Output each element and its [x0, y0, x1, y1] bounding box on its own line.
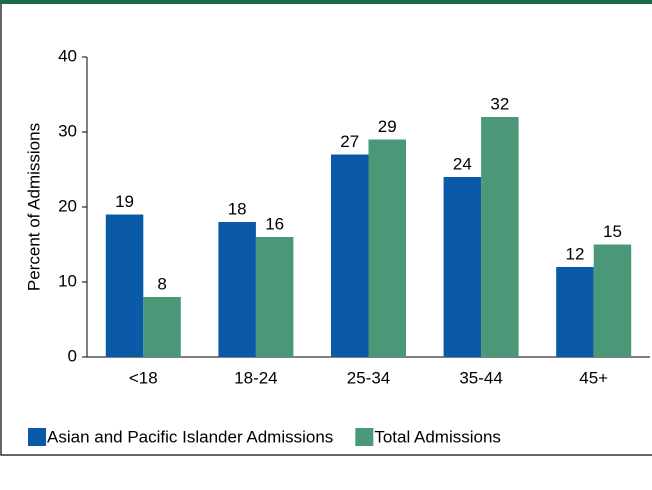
data-label: 12 [565, 244, 584, 263]
legend-label: Total Admissions [374, 427, 501, 446]
bar [143, 297, 181, 357]
x-tick-label: 25-34 [347, 368, 390, 387]
y-tick-label: 0 [68, 346, 77, 365]
y-tick-label: 40 [58, 46, 77, 65]
top-bar [0, 0, 652, 4]
y-tick-label: 30 [58, 121, 77, 140]
legend-swatch [355, 428, 374, 446]
data-label: 19 [115, 192, 134, 211]
x-tick-label: 45+ [579, 368, 608, 387]
bar [593, 244, 632, 357]
y-tick-label: 10 [58, 271, 77, 290]
data-label: 15 [603, 222, 622, 241]
bar [218, 222, 256, 357]
legend-swatch [28, 428, 46, 446]
bar [443, 177, 482, 357]
bar [556, 267, 594, 357]
frame [0, 0, 652, 456]
data-label: 27 [340, 132, 359, 151]
bar [255, 237, 294, 357]
bar [481, 117, 519, 357]
data-label: 8 [157, 274, 166, 293]
data-label: 24 [453, 154, 472, 173]
bar [331, 154, 369, 357]
x-tick-label: <18 [129, 368, 158, 387]
bar [368, 139, 406, 357]
x-tick-label: 35-44 [459, 368, 502, 387]
bar [105, 214, 144, 357]
y-axis-label: Percent of Admissions [24, 123, 43, 291]
data-label: 29 [378, 117, 397, 136]
legend-label: Asian and Pacific Islander Admissions [47, 427, 333, 446]
y-tick-label: 20 [58, 196, 77, 215]
data-label: 32 [490, 94, 509, 113]
data-label: 16 [265, 214, 284, 233]
data-label: 18 [228, 199, 247, 218]
x-tick-label: 18-24 [234, 368, 277, 387]
